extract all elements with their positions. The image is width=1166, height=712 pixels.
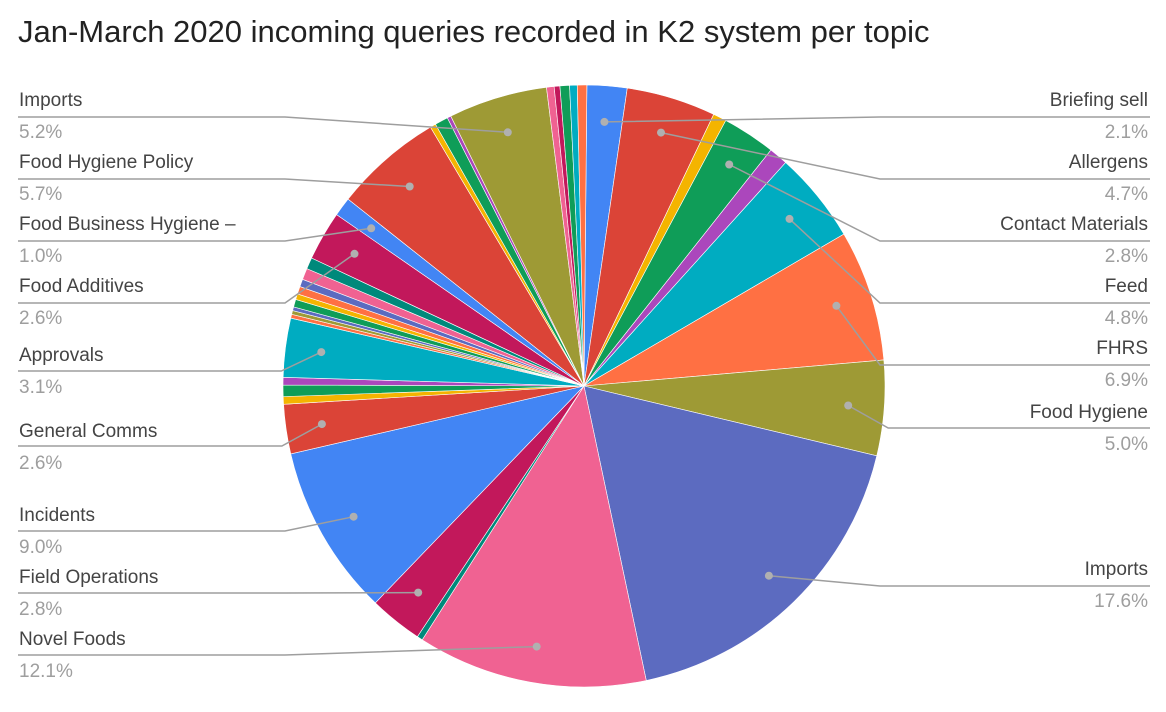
slice-label-name: Contact Materials — [1000, 214, 1148, 235]
slice-label-name: Field Operations — [19, 567, 159, 588]
label-fhrs: FHRS 6.9% — [1096, 338, 1148, 392]
leader-line — [18, 645, 537, 656]
slice-label-percent: 2.8% — [19, 599, 63, 620]
slice-label-percent: 9.0% — [19, 537, 63, 558]
leader-line — [847, 404, 1150, 429]
slice-label-percent: 2.1% — [1104, 122, 1148, 143]
leader-dot — [414, 588, 423, 597]
slice-label-percent: 5.7% — [19, 184, 63, 205]
slice-label-name: Allergens — [1068, 152, 1148, 173]
leader-line — [18, 351, 322, 372]
leader-line — [18, 515, 354, 532]
slice-label-percent: 2.6% — [19, 453, 63, 474]
label-food-additives: Food Additives 2.6% — [19, 276, 144, 330]
leader-dot — [349, 512, 358, 521]
leader-dot — [503, 128, 512, 137]
slice-label-name: Imports — [19, 90, 83, 111]
leader-line — [18, 227, 372, 242]
label-general-comms: General Comms 2.6% — [19, 421, 157, 475]
label-briefing-sell: Briefing sell 2.1% — [1050, 90, 1148, 144]
slice-label-percent: 5.2% — [19, 122, 63, 143]
label-approvals: Approvals 3.1% — [19, 345, 104, 399]
slice-label-percent: 2.8% — [1104, 246, 1148, 267]
slice-label-name: General Comms — [19, 421, 158, 442]
leader-dot — [764, 571, 773, 580]
leader-line — [728, 163, 1150, 242]
label-imports-small: Imports 5.2% — [19, 90, 82, 144]
slice-label-percent: 2.6% — [19, 308, 63, 329]
slice-label-percent: 5.0% — [1104, 434, 1148, 455]
leader-dot — [350, 249, 359, 258]
leader-dot — [657, 128, 665, 137]
pie-slice — [583, 385, 878, 681]
leader-dot — [317, 420, 326, 429]
slice-label-name: Feed — [1104, 276, 1148, 297]
slice-label-percent: 4.7% — [1104, 184, 1148, 205]
label-incidents: Incidents 9.0% — [19, 505, 95, 559]
label-food-hygiene: Food Hygiene 5.0% — [1030, 402, 1148, 456]
leader-line — [604, 116, 1150, 123]
slice-label-name: Food Business Hygiene – — [19, 214, 236, 235]
slice-label-percent: 17.6% — [1094, 591, 1148, 612]
leader-line — [18, 178, 410, 188]
leader-lines — [18, 116, 1150, 656]
slice-label-name: FHRS — [1096, 338, 1148, 359]
leader-line — [18, 423, 323, 447]
label-imports-main: Imports 17.6% — [1085, 559, 1148, 613]
leader-dot — [832, 301, 841, 310]
leader-dot — [725, 160, 734, 169]
slice-label-name: Approvals — [19, 345, 104, 366]
pie-slice — [576, 84, 588, 387]
pie-slice — [290, 385, 585, 604]
slice-label-percent: 6.9% — [1104, 370, 1148, 391]
label-contact-materials: Contact Materials 2.8% — [1000, 214, 1148, 268]
label-field-operations: Field Operations 2.8% — [19, 567, 158, 621]
leader-dot — [405, 182, 414, 191]
slice-label-name: Novel Foods — [19, 629, 126, 650]
leader-line — [788, 218, 1150, 304]
slice-label-name: Food Hygiene — [1029, 402, 1148, 423]
leader-dot — [367, 224, 376, 233]
slice-label-name: Food Hygiene Policy — [19, 152, 194, 173]
leader-line — [835, 305, 1150, 366]
label-allergens: Allergens 4.7% — [1069, 152, 1148, 206]
slice-label-percent: 4.8% — [1104, 308, 1148, 329]
leader-dot — [600, 117, 609, 126]
label-novel-foods: Novel Foods 12.1% — [19, 629, 126, 683]
slice-label-name: Briefing sell — [1049, 90, 1148, 111]
slice-label-percent: 1.0% — [19, 246, 63, 267]
leader-line — [768, 574, 1150, 587]
slice-label-name: Food Additives — [19, 276, 144, 297]
label-food-hygiene-policy: Food Hygiene Policy 5.7% — [19, 152, 193, 206]
slice-label-name: Incidents — [19, 505, 96, 526]
slice-label-percent: 3.1% — [19, 377, 63, 398]
leader-dot — [844, 401, 853, 410]
label-food-business-hygiene: Food Business Hygiene – 1.0% — [19, 214, 236, 268]
slice-label-percent: 12.1% — [19, 661, 73, 682]
chart-title: Jan-March 2020 incoming queries recorded… — [18, 14, 930, 49]
leader-line — [18, 116, 508, 134]
slice-label-name: Imports — [1084, 559, 1148, 580]
pie-slices — [282, 84, 886, 688]
leader-dot — [532, 642, 541, 651]
leader-line — [660, 131, 1150, 180]
leader-line — [18, 253, 355, 304]
leader-dot — [785, 214, 794, 223]
label-feed: Feed 4.8% — [1105, 276, 1148, 330]
leader-dot — [317, 348, 326, 357]
